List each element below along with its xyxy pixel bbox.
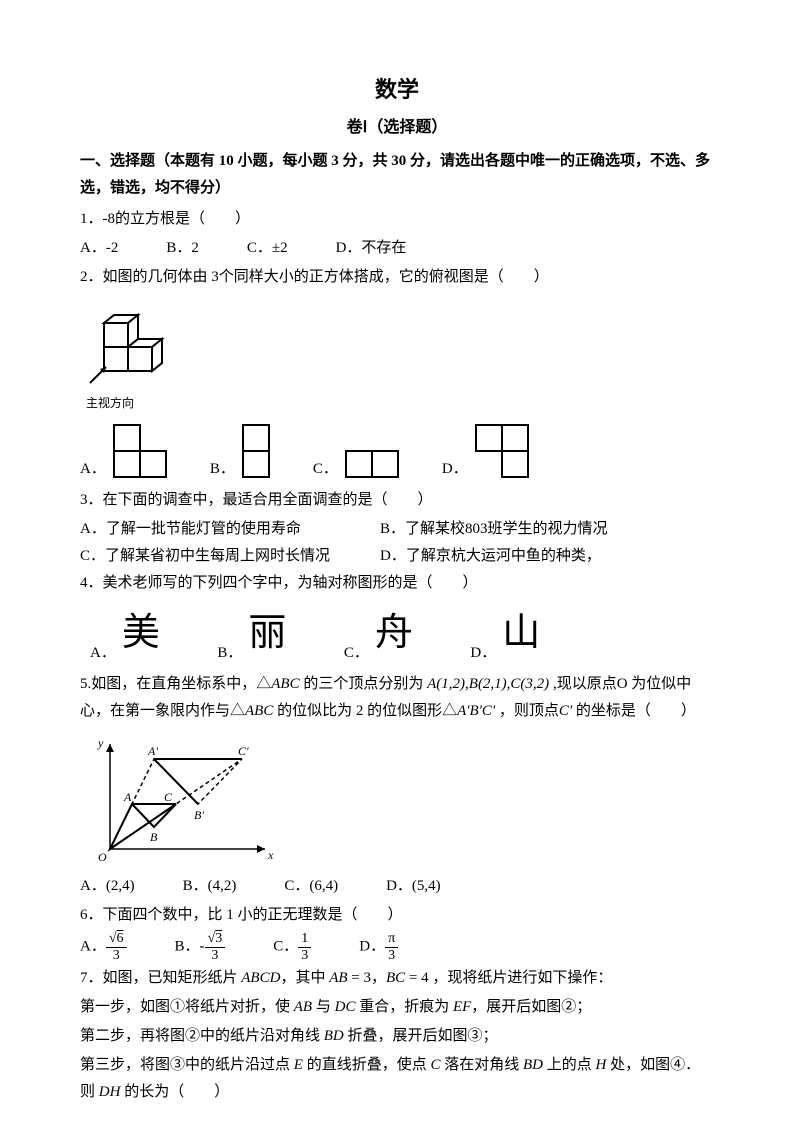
page-subtitle: 卷Ⅰ（选择题） [80,114,714,143]
q2-opt-b: B． [210,421,313,483]
q4-char-a: 美 [122,599,160,667]
q5-text: 5.如图，在直角坐标系中，△ABC 的三个顶点分别为 A(1,2),B(2,1)… [80,671,714,725]
q1-opt-b: B．2 [166,235,247,262]
q3-opt-c: C．了解某省初中生每周上网时长情况 [80,543,380,570]
q3-opt-d: D．了解京杭大运河中鱼的种类， [380,543,601,570]
svg-text:C': C' [238,744,249,758]
q2-opt-c: C． [313,447,442,483]
q1-options: A．-2 B．2 C．±2 D．不存在 [80,235,714,262]
q2-options: A． B． C． D． [80,421,714,483]
q5-opt-a: A．(2,4) [80,873,183,900]
q3-row1: A．了解一批节能灯管的使用寿命 B．了解某校803班学生的视力情况 [80,516,714,543]
q2-figure: 主视方向 [86,297,714,415]
section-header: 一、选择题（本题有 10 小题，每小题 3 分，共 30 分，请选出各题中唯一的… [80,148,714,202]
q4-char-b: 丽 [248,599,286,667]
q5-opt-b: B．(4,2) [183,873,285,900]
q5-opt-c: C．(6,4) [284,873,386,900]
svg-text:B': B' [194,808,204,822]
q7-line2: 第一步，如图①将纸片对折，使 AB 与 DC 重合，折痕为 EF，展开后如图②； [80,994,714,1021]
q6-opt-b: B．-√33 [175,931,274,963]
q3-text: 3．在下面的调查中，最适合用全面调查的是（ ） [80,487,714,514]
q2-text: 2．如图的几何体由 3个同样大小的正方体搭成，它的俯视图是（ ） [80,264,714,291]
q1-opt-a: A．-2 [80,235,166,262]
q6-opt-c: C．13 [273,931,359,963]
q5-opt-d: D．(5,4) [386,873,489,900]
q6-opt-a: A．√63 [80,931,175,963]
q5-options: A．(2,4) B．(4,2) C．(6,4) D．(5,4) [80,873,714,900]
svg-text:C: C [164,790,173,804]
q2-opt-d: D． [442,421,572,483]
q3-opt-b: B．了解某校803班学生的视力情况 [380,516,608,543]
q1-opt-d: D．不存在 [336,235,455,262]
q1-text: 1．-8的立方根是（ ） [80,206,714,233]
q6-opt-d: D．π3 [359,931,446,963]
q4-char-c: 舟 [375,599,413,667]
page-title: 数学 [80,70,714,110]
svg-text:y: y [97,736,104,750]
q5-figure: y x O A B C A' B' C' [90,729,714,869]
q4-char-d: 山 [502,599,540,667]
q6-options: A．√63 B．-√33 C．13 D．π3 [80,931,714,963]
svg-text:O: O [98,850,107,864]
q4-options: A．美 B．丽 C．舟 D．山 [80,599,714,667]
q3-row2: C．了解某省初中生每周上网时长情况 D．了解京杭大运河中鱼的种类， [80,543,714,570]
q7-line3: 第二步，再将图②中的纸片沿对角线 BD 折叠，展开后如图③； [80,1023,714,1050]
q7-line4: 第三步，将图③中的纸片沿过点 E 的直线折叠，使点 C 落在对角线 BD 上的点… [80,1052,714,1106]
q4-text: 4．美术老师写的下列四个字中，为轴对称图形的是（ ） [80,570,714,597]
svg-text:A: A [123,790,132,804]
q1-opt-c: C．±2 [247,235,336,262]
svg-text:A': A' [147,744,158,758]
q2-opt-a: A． [80,421,210,483]
q2-view-label: 主视方向 [86,393,714,415]
q3-opt-a: A．了解一批节能灯管的使用寿命 [80,516,380,543]
svg-text:B: B [150,830,158,844]
q6-text: 6．下面四个数中，比 1 小的正无理数是（ ） [80,902,714,929]
q7-line1: 7．如图，已知矩形纸片 ABCD，其中 AB = 3，BC = 4 ，现将纸片进… [80,965,714,992]
svg-text:x: x [267,848,274,862]
